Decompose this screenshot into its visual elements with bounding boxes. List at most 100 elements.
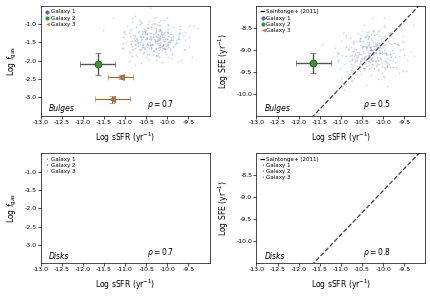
Point: [128, 27, 135, 32]
Point: [380, 43, 387, 48]
Point: [127, 42, 134, 46]
Point: [359, 49, 366, 54]
Point: [369, 52, 376, 57]
Point: [160, 39, 166, 44]
Point: [161, 49, 168, 54]
Point: [156, 48, 163, 53]
Point: [368, 57, 375, 62]
Point: [346, 62, 353, 66]
Point: [372, 44, 379, 49]
Point: [410, 53, 417, 58]
Point: [337, 39, 344, 44]
Point: [163, 37, 170, 41]
Point: [375, 51, 381, 55]
Point: [161, 33, 168, 38]
Point: [147, 37, 154, 42]
Point: [132, 43, 138, 47]
Point: [136, 34, 143, 39]
Point: [143, 31, 150, 36]
Point: [369, 47, 376, 52]
Point: [143, 41, 150, 46]
Point: [359, 66, 366, 70]
Point: [353, 58, 359, 62]
Y-axis label: Log $f_{\rm gas}$: Log $f_{\rm gas}$: [6, 46, 18, 76]
Point: [365, 51, 372, 55]
Point: [140, 28, 147, 33]
Point: [146, 42, 153, 47]
Point: [157, 27, 163, 32]
Point: [318, 42, 325, 46]
Point: [174, 36, 181, 41]
Point: [367, 48, 374, 53]
Point: [358, 28, 365, 33]
Point: [131, 36, 138, 41]
Point: [143, 42, 150, 46]
Point: [372, 43, 378, 47]
Point: [157, 27, 163, 32]
Point: [141, 29, 148, 34]
Point: [162, 44, 169, 49]
Point: [128, 15, 135, 20]
Point: [160, 46, 167, 50]
Point: [141, 32, 148, 37]
Point: [126, 33, 133, 38]
Point: [167, 34, 174, 39]
Point: [360, 61, 367, 66]
Point: [143, 31, 150, 36]
Point: [156, 34, 163, 38]
Point: [146, 40, 153, 45]
Point: [364, 29, 371, 34]
Legend: Galaxy 1, Galaxy 2, Galaxy 3: Galaxy 1, Galaxy 2, Galaxy 3: [43, 156, 76, 176]
Point: [376, 46, 383, 51]
Point: [386, 52, 393, 56]
Point: [136, 21, 143, 26]
Point: [131, 38, 138, 43]
Point: [155, 38, 162, 42]
Point: [381, 42, 387, 46]
Point: [378, 45, 385, 50]
Point: [150, 36, 157, 41]
Point: [138, 36, 145, 41]
Point: [374, 48, 381, 52]
Point: [176, 27, 183, 32]
Point: [380, 16, 387, 21]
Point: [399, 52, 406, 57]
Point: [137, 47, 144, 52]
Point: [375, 41, 382, 45]
Point: [395, 70, 402, 75]
Point: [166, 47, 172, 52]
Point: [353, 54, 360, 58]
Point: [128, 47, 135, 52]
Point: [148, 43, 155, 47]
X-axis label: Log sSFR (yr$^{-1}$): Log sSFR (yr$^{-1}$): [95, 131, 155, 145]
Point: [365, 67, 372, 72]
Point: [358, 57, 365, 62]
Point: [364, 55, 371, 60]
Point: [139, 51, 146, 55]
Point: [366, 47, 373, 52]
Point: [157, 39, 164, 44]
Point: [144, 43, 151, 48]
Point: [134, 36, 141, 41]
Point: [333, 51, 340, 56]
Point: [152, 46, 159, 51]
Point: [369, 49, 376, 53]
Point: [125, 31, 132, 36]
Point: [361, 61, 368, 66]
Point: [372, 51, 378, 56]
Point: [155, 20, 162, 25]
Point: [390, 59, 397, 64]
Point: [153, 33, 160, 38]
Point: [147, 36, 154, 41]
Point: [369, 43, 376, 48]
Point: [143, 39, 150, 44]
Point: [140, 47, 147, 52]
Point: [132, 36, 139, 41]
Point: [161, 36, 168, 41]
Point: [158, 30, 165, 34]
Point: [356, 42, 363, 47]
Point: [153, 41, 160, 45]
Point: [181, 48, 188, 53]
Point: [363, 44, 370, 48]
Point: [381, 58, 388, 63]
